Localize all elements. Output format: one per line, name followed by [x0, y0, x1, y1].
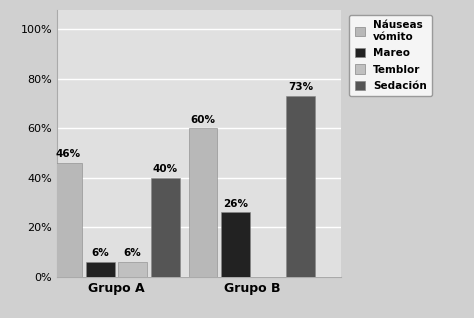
- Text: 6%: 6%: [91, 248, 109, 258]
- Text: 46%: 46%: [55, 149, 80, 159]
- Text: 60%: 60%: [191, 114, 216, 125]
- Bar: [221, 212, 250, 277]
- Text: 40%: 40%: [153, 164, 178, 174]
- Bar: [54, 163, 82, 277]
- Bar: [151, 178, 180, 277]
- Legend: Náuseas
vómito, Mareo, Temblor, Sedación: Náuseas vómito, Mareo, Temblor, Sedación: [349, 15, 432, 96]
- Bar: [189, 128, 218, 277]
- Bar: [86, 262, 115, 277]
- Bar: [286, 96, 315, 277]
- Bar: [118, 262, 147, 277]
- Text: 26%: 26%: [223, 199, 248, 209]
- Text: 73%: 73%: [288, 82, 313, 93]
- Text: 6%: 6%: [124, 248, 142, 258]
